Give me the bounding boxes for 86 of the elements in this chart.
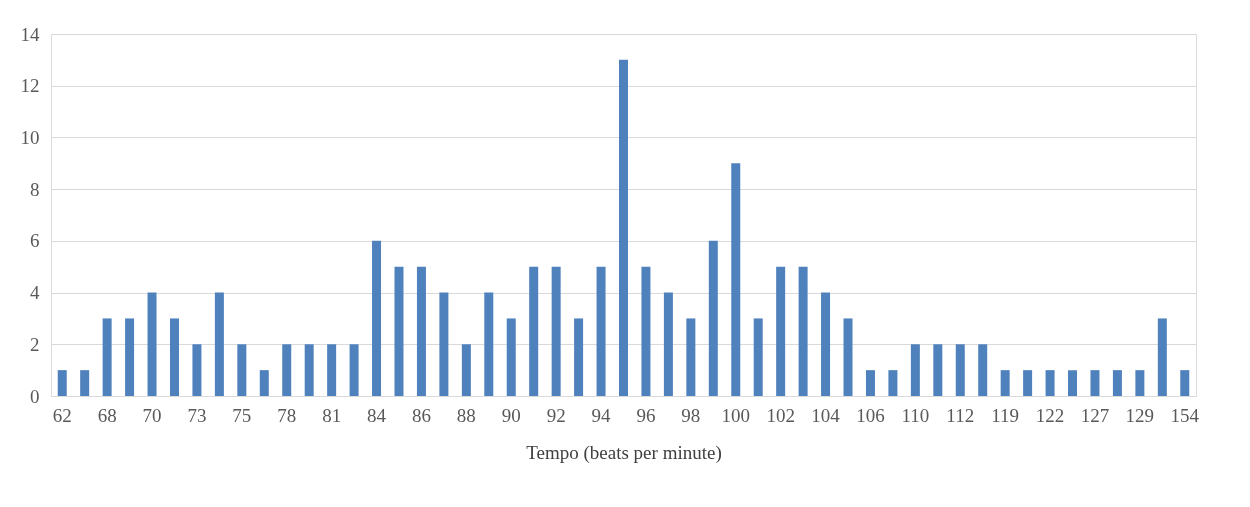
bar bbox=[686, 318, 696, 396]
bar bbox=[416, 266, 426, 396]
bar bbox=[641, 266, 651, 396]
bar bbox=[708, 240, 718, 396]
bar bbox=[1068, 370, 1078, 396]
bar bbox=[1135, 370, 1145, 396]
x-tick-label: 154 bbox=[1170, 404, 1200, 426]
x-tick-label: 119 bbox=[991, 404, 1020, 426]
bar bbox=[619, 59, 628, 396]
x-tick-label: 122 bbox=[1035, 404, 1065, 426]
bar bbox=[80, 370, 90, 396]
bar bbox=[978, 344, 988, 396]
bar bbox=[327, 344, 337, 396]
x-tick-label: 127 bbox=[1080, 404, 1110, 426]
bar bbox=[461, 344, 471, 396]
bar bbox=[821, 292, 831, 396]
x-tick-label: 110 bbox=[901, 404, 930, 426]
bar bbox=[910, 344, 920, 396]
bar bbox=[125, 318, 135, 396]
bar bbox=[1090, 370, 1100, 396]
bar bbox=[596, 266, 606, 396]
bar bbox=[372, 240, 382, 396]
bar bbox=[1180, 370, 1190, 396]
bar bbox=[753, 318, 763, 396]
x-tick-label: 100 bbox=[721, 404, 750, 426]
bar bbox=[663, 292, 673, 396]
x-tick-label: 92 bbox=[546, 404, 566, 426]
bar bbox=[776, 266, 786, 396]
x-tick-label: 96 bbox=[636, 404, 656, 426]
x-tick-label: 90 bbox=[501, 404, 521, 426]
bar bbox=[147, 292, 157, 396]
x-tick-label: 78 bbox=[277, 404, 297, 426]
x-tick-label: 73 bbox=[187, 404, 207, 426]
y-tick-label: 0 bbox=[30, 385, 40, 407]
bar bbox=[214, 292, 224, 396]
bar bbox=[1000, 370, 1010, 396]
x-tick-label: 81 bbox=[322, 404, 342, 426]
bar bbox=[933, 344, 943, 396]
y-tick-label: 12 bbox=[20, 75, 40, 97]
y-tick-label: 14 bbox=[20, 23, 40, 45]
x-tick-label: 94 bbox=[591, 404, 612, 426]
x-tick-label: 129 bbox=[1125, 404, 1155, 426]
bar bbox=[192, 344, 202, 396]
x-tick-label: 75 bbox=[232, 404, 252, 426]
bar bbox=[843, 318, 853, 396]
bar bbox=[439, 292, 449, 396]
x-tick-label: 106 bbox=[856, 404, 885, 426]
bar bbox=[169, 318, 179, 396]
bar bbox=[282, 344, 292, 396]
bar bbox=[798, 266, 808, 396]
bar bbox=[865, 370, 875, 396]
bar bbox=[529, 266, 539, 396]
bar bbox=[731, 163, 741, 396]
bar bbox=[506, 318, 516, 396]
bar bbox=[1112, 370, 1122, 396]
bar bbox=[304, 344, 314, 396]
bar bbox=[955, 344, 965, 396]
x-tick-label: 88 bbox=[456, 404, 476, 426]
y-tick-label: 10 bbox=[20, 126, 40, 148]
bar bbox=[349, 344, 359, 396]
x-tick-label: 112 bbox=[946, 404, 975, 426]
y-tick-label: 8 bbox=[30, 178, 40, 200]
y-tick-label: 6 bbox=[30, 230, 40, 252]
x-tick-label: 98 bbox=[681, 404, 701, 426]
bar bbox=[484, 292, 494, 396]
x-tick-label: 62 bbox=[52, 404, 72, 426]
bar bbox=[102, 318, 112, 396]
x-tick-label: 84 bbox=[367, 404, 387, 426]
x-tick-label: 102 bbox=[766, 404, 795, 426]
x-tick-label: 68 bbox=[97, 404, 117, 426]
bar bbox=[259, 370, 269, 396]
bar bbox=[1157, 318, 1167, 396]
y-tick-label: 2 bbox=[30, 333, 40, 355]
bar bbox=[237, 344, 247, 396]
x-tick-label: 104 bbox=[811, 404, 841, 426]
bar bbox=[574, 318, 584, 396]
bar bbox=[551, 266, 561, 396]
bar bbox=[57, 370, 67, 396]
x-axis-title: Tempo (beats per minute) bbox=[526, 441, 722, 464]
bar bbox=[888, 370, 898, 396]
bar bbox=[1023, 370, 1033, 396]
y-tick-label: 4 bbox=[30, 282, 40, 304]
x-tick-label: 86 bbox=[411, 404, 431, 426]
bar bbox=[394, 266, 404, 396]
x-tick-label: 70 bbox=[142, 404, 162, 426]
bar bbox=[1045, 370, 1055, 396]
